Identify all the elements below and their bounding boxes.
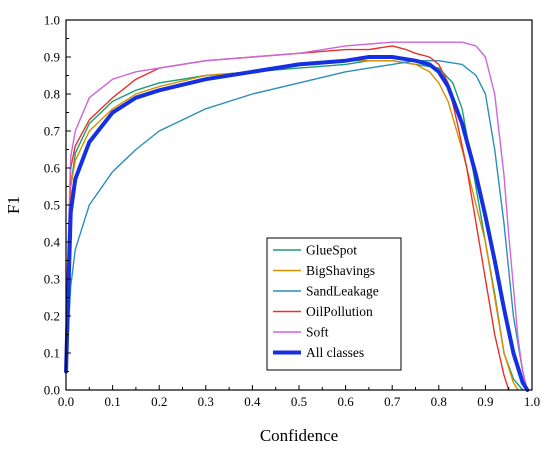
x-tick-label: 0.6: [337, 394, 354, 409]
legend-label: OilPollution: [306, 304, 373, 319]
x-tick-label: 0.1: [104, 394, 120, 409]
ticks-layer: 0.0 0.1 0.2 0.3 0.4 0.5 0.6 0.7 0.8 0.9 1.0 0.0 0.1 0…: [44, 13, 540, 410]
x-tick-label: 0.3: [198, 394, 214, 409]
x-tick-label: 0.9: [477, 394, 493, 409]
x-axis-title: Confidence: [260, 426, 338, 445]
x-tick-label: 0.2: [151, 394, 167, 409]
y-tick-label: 0.7: [44, 124, 61, 139]
legend-label: Soft: [306, 325, 329, 340]
legend-label: All classes: [306, 345, 364, 360]
series-line-sandleakage: [65, 60, 528, 391]
y-tick-label: 0.9: [44, 50, 60, 65]
legend-label: BigShavings: [306, 263, 375, 278]
y-tick-label: 0.1: [44, 346, 60, 361]
y-tick-label: 0.6: [44, 161, 61, 176]
legend-label: SandLeakage: [306, 284, 379, 299]
y-tick-label: 0.8: [44, 87, 60, 102]
series-layer: [64, 41, 530, 392]
x-tick-label: 0.0: [58, 394, 74, 409]
y-tick-label: 0.4: [44, 235, 61, 250]
y-axis-title: F1: [4, 196, 23, 214]
series-line-soft: [65, 41, 528, 391]
y-tick-label: 1.0: [44, 13, 60, 28]
x-tick-label: 0.8: [431, 394, 447, 409]
y-tick-label: 0.0: [44, 383, 60, 398]
x-tick-label: 1.0: [524, 394, 540, 409]
y-tick-label: 0.5: [44, 198, 60, 213]
legend: GlueSpot BigShavings SandLeakage OilPolluti…: [266, 237, 402, 371]
x-tick-label: 0.4: [244, 394, 261, 409]
series-line-oilpollution: [65, 45, 510, 391]
x-tick-label: 0.7: [384, 394, 401, 409]
series-line-bigshavings: [65, 60, 519, 391]
legend-label: GlueSpot: [306, 243, 357, 258]
x-tick-label: 0.5: [291, 394, 307, 409]
y-tick-label: 0.3: [44, 272, 60, 287]
series-line-all-classes: [64, 55, 530, 392]
legend-box: [266, 237, 402, 371]
y-tick-label: 0.2: [44, 309, 60, 324]
